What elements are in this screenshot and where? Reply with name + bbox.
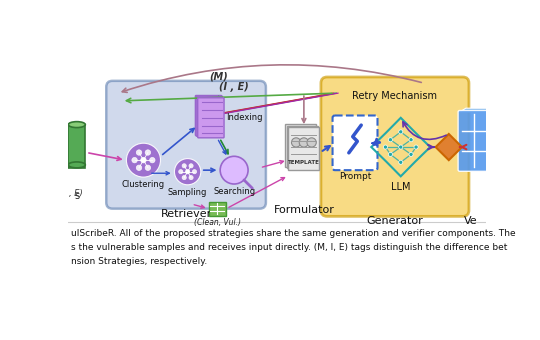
Circle shape xyxy=(189,164,193,168)
Circle shape xyxy=(383,145,388,149)
Circle shape xyxy=(145,150,151,155)
Circle shape xyxy=(150,157,155,163)
Circle shape xyxy=(141,157,146,163)
Ellipse shape xyxy=(68,162,85,168)
Circle shape xyxy=(136,165,141,170)
Text: Clustering: Clustering xyxy=(122,180,165,189)
Ellipse shape xyxy=(68,122,85,128)
Circle shape xyxy=(399,130,403,134)
Circle shape xyxy=(189,175,193,180)
FancyBboxPatch shape xyxy=(198,98,224,138)
Bar xyxy=(288,128,319,170)
Text: Ve: Ve xyxy=(464,216,477,226)
Text: TEMPLATE: TEMPLATE xyxy=(288,159,320,165)
Polygon shape xyxy=(489,108,495,170)
Circle shape xyxy=(132,157,137,163)
Circle shape xyxy=(220,156,248,184)
Text: Formulator: Formulator xyxy=(273,205,334,215)
FancyBboxPatch shape xyxy=(321,77,469,216)
Text: nsion Strategies, respectively.: nsion Strategies, respectively. xyxy=(71,257,207,266)
Text: LLM: LLM xyxy=(391,182,410,192)
Text: Prompt: Prompt xyxy=(339,172,371,181)
Text: (Clean, Vul.): (Clean, Vul.) xyxy=(193,218,241,227)
Polygon shape xyxy=(436,134,462,160)
FancyBboxPatch shape xyxy=(196,96,222,136)
Circle shape xyxy=(186,170,190,174)
Text: Retriever: Retriever xyxy=(160,209,212,219)
FancyBboxPatch shape xyxy=(333,116,377,170)
Text: Searching: Searching xyxy=(213,187,255,196)
FancyBboxPatch shape xyxy=(458,110,491,171)
Circle shape xyxy=(299,138,308,147)
Text: s the vulnerable samples and receives input directly. (M, I, E) tags distinguish: s the vulnerable samples and receives in… xyxy=(71,243,508,252)
FancyBboxPatch shape xyxy=(106,81,266,209)
Text: , E): , E) xyxy=(69,189,83,198)
Circle shape xyxy=(179,170,183,174)
Circle shape xyxy=(292,138,301,147)
Bar xyxy=(287,126,318,168)
Circle shape xyxy=(388,138,393,142)
Polygon shape xyxy=(460,108,495,112)
Circle shape xyxy=(182,164,186,168)
Text: (I , E): (I , E) xyxy=(219,82,249,92)
Text: (M): (M) xyxy=(210,72,228,82)
Circle shape xyxy=(414,145,418,149)
Text: Generator: Generator xyxy=(367,216,423,226)
Text: s: s xyxy=(74,191,79,201)
Circle shape xyxy=(388,152,393,156)
Bar xyxy=(208,202,226,216)
Circle shape xyxy=(136,150,141,155)
Circle shape xyxy=(174,158,201,185)
FancyBboxPatch shape xyxy=(195,96,222,136)
Circle shape xyxy=(307,138,316,147)
Circle shape xyxy=(182,175,186,180)
Text: Indexing: Indexing xyxy=(226,113,263,122)
Circle shape xyxy=(145,165,151,170)
Text: ulScribeR. All of the proposed strategies share the same generation and verifier: ulScribeR. All of the proposed strategie… xyxy=(71,230,516,238)
Circle shape xyxy=(399,160,403,164)
Bar xyxy=(68,125,85,168)
Circle shape xyxy=(126,143,160,177)
Circle shape xyxy=(409,138,413,142)
Circle shape xyxy=(192,170,197,174)
Text: Retry Mechanism: Retry Mechanism xyxy=(353,91,437,101)
Bar xyxy=(285,124,316,167)
Text: Sampling: Sampling xyxy=(168,188,207,197)
Circle shape xyxy=(409,152,413,156)
Circle shape xyxy=(399,145,403,149)
